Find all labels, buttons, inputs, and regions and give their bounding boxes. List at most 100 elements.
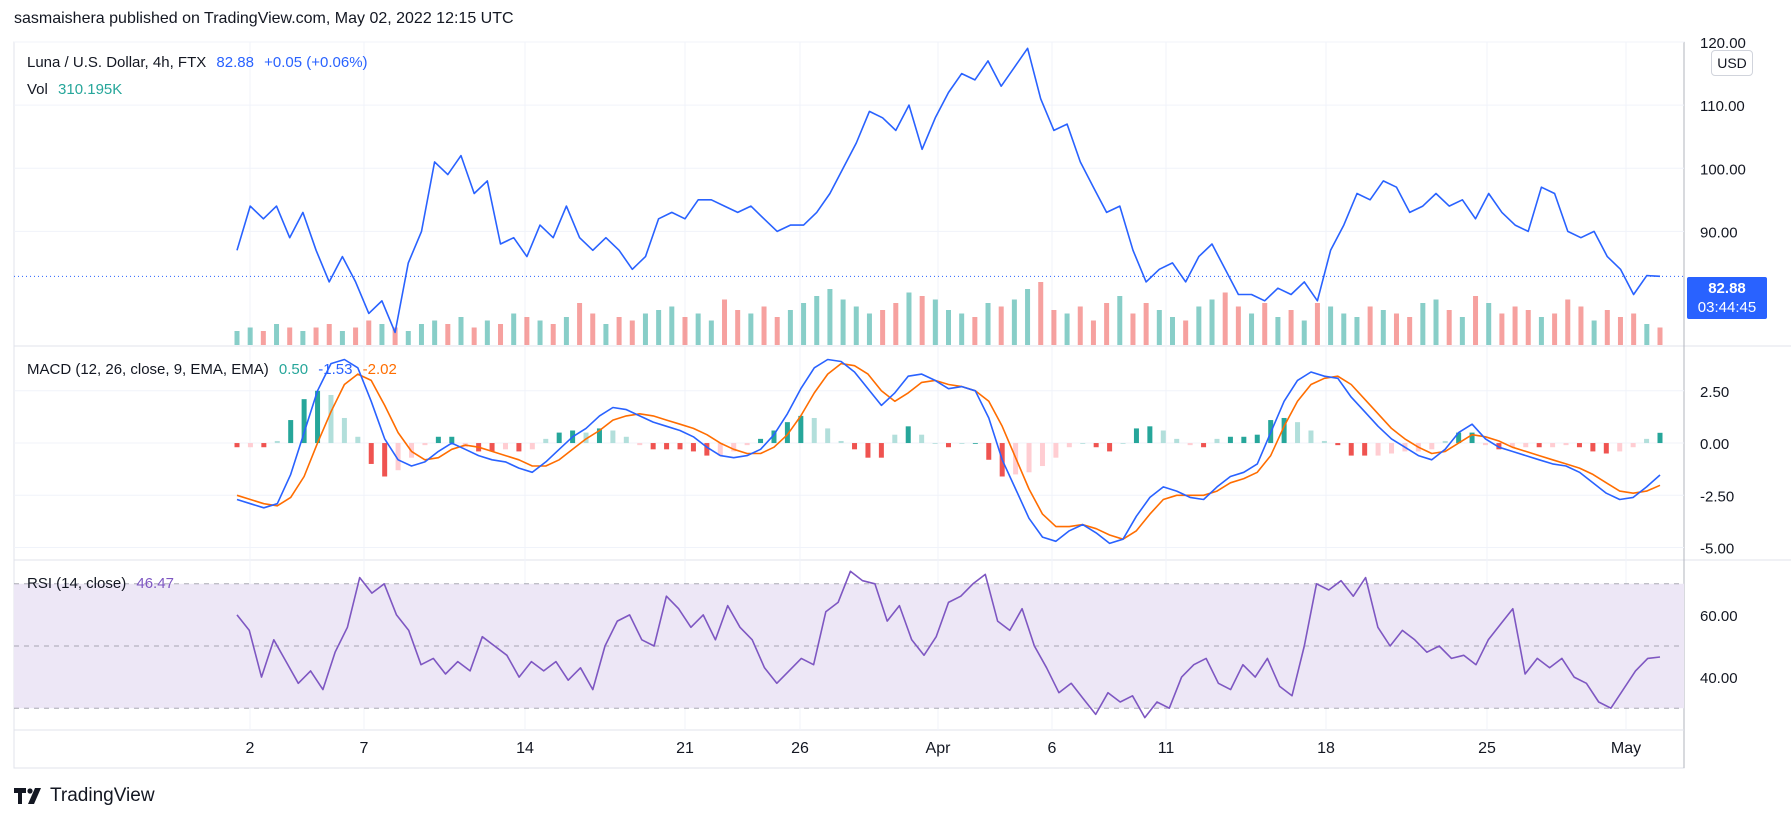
macd-histogram-bar: [1590, 443, 1596, 452]
volume-bar: [366, 320, 372, 345]
macd-histogram-bar: [1630, 443, 1636, 448]
volume-bar: [1025, 289, 1031, 345]
macd-histogram-bar: [395, 443, 401, 471]
price-legend: Luna / U.S. Dollar, 4h, FTX 82.88 +0.05 …: [27, 54, 374, 71]
volume-bar: [1512, 306, 1518, 345]
macd-histogram-bar: [919, 434, 925, 444]
macd-histogram-bar: [1281, 417, 1287, 444]
volume-bar: [1446, 310, 1452, 345]
macd-histogram-bar: [1107, 443, 1113, 452]
volume-bar: [787, 310, 793, 345]
tag-price: 82.88: [1708, 280, 1746, 297]
macd-histogram-bar: [865, 443, 871, 458]
macd-histogram-bar: [274, 440, 280, 444]
volume-bar: [998, 306, 1004, 345]
volume-bar: [893, 303, 899, 345]
volume-bar: [1565, 299, 1571, 345]
volume-bar: [1328, 306, 1334, 345]
macd-tick-label: 2.50: [1700, 384, 1729, 401]
tradingview-brand[interactable]: TradingView: [14, 785, 155, 807]
symbol-title[interactable]: Luna / U.S. Dollar, 4h, FTX: [27, 54, 207, 71]
macd-histogram-bar: [328, 394, 334, 444]
volume-bar: [1104, 303, 1110, 345]
macd-histogram-bar: [610, 430, 616, 444]
volume-bar: [1301, 320, 1307, 345]
volume-bar: [405, 331, 411, 345]
macd-histogram-bar: [1617, 443, 1623, 452]
volume-bar: [603, 324, 609, 345]
volume-bar: [840, 299, 846, 345]
time-tick-label: 21: [676, 740, 694, 757]
macd-histogram-bar: [1442, 440, 1448, 444]
tag-countdown: 03:44:45: [1697, 299, 1757, 316]
volume-bar: [1051, 310, 1057, 345]
volume-bar: [1486, 303, 1492, 345]
macd-signal-line: [236, 362, 1661, 540]
volume-bar: [1249, 313, 1255, 345]
volume-bar: [234, 331, 240, 345]
macd-histogram-bar: [1039, 443, 1045, 467]
brand-name: TradingView: [50, 785, 155, 806]
rsi-legend: RSI (14, close) 46.47: [27, 575, 180, 592]
volume-bar: [1209, 299, 1215, 345]
macd-histogram-bar: [744, 443, 750, 446]
volume-bar: [353, 327, 359, 345]
macd-histogram-bar: [717, 443, 723, 456]
macd-histogram-bar: [1227, 436, 1233, 444]
volume-bar: [1631, 313, 1637, 345]
volume-bar: [616, 317, 622, 345]
volume-bar: [642, 313, 648, 345]
macd-histogram-bar: [731, 443, 737, 452]
macd-signal-value: -2.02: [362, 361, 397, 378]
volume-bar: [814, 296, 820, 345]
volume-bar: [906, 292, 912, 345]
macd-histogram-bar: [637, 443, 643, 446]
macd-histogram-bar: [529, 443, 535, 450]
volume-bar: [656, 310, 662, 345]
macd-histogram-bar: [1321, 440, 1327, 444]
volume-bar: [880, 310, 886, 345]
volume-bar: [1143, 303, 1149, 345]
macd-histogram-bar: [382, 443, 388, 477]
macd-histogram-bar: [677, 443, 683, 450]
volume-bar: [682, 317, 688, 345]
macd-histogram-bar: [247, 443, 253, 448]
volume-bar: [959, 313, 965, 345]
rsi-title[interactable]: RSI (14, close): [27, 575, 127, 592]
macd-histogram-bar: [1053, 443, 1059, 458]
time-tick-label: Apr: [926, 740, 952, 757]
macd-histogram-bar: [596, 428, 602, 444]
macd-histogram-bar: [1509, 443, 1515, 448]
macd-histogram-bar: [1389, 443, 1395, 454]
time-tick-label: 11: [1158, 740, 1175, 757]
currency-badge[interactable]: USD: [1711, 50, 1753, 76]
volume-label[interactable]: Vol: [27, 81, 48, 98]
publisher-line: sasmaishera published on TradingView.com…: [14, 10, 514, 27]
macd-title[interactable]: MACD (12, 26, close, 9, EMA, EMA): [27, 361, 269, 378]
volume-bar: [1196, 306, 1202, 345]
macd-histogram-bar: [972, 443, 978, 444]
volume-bar: [1525, 310, 1531, 345]
macd-histogram-bar: [435, 436, 441, 444]
macd-histogram-bar: [1348, 443, 1354, 456]
macd-histogram-bar: [1093, 443, 1099, 448]
volume-bar: [1393, 313, 1399, 345]
macd-histogram-bar: [1576, 443, 1582, 448]
macd-histogram-bar: [664, 443, 670, 450]
volume-bar: [563, 317, 569, 345]
macd-histogram-bar: [1456, 432, 1462, 444]
macd-histogram-bar: [234, 443, 240, 448]
macd-hist-value: 0.50: [278, 361, 309, 378]
macd-tick-label: -2.50: [1700, 488, 1734, 505]
macd-histogram-bar: [932, 443, 938, 444]
tradingview-logo-icon: [14, 788, 41, 804]
macd-histogram-bar: [1187, 443, 1193, 446]
volume-bar: [1473, 296, 1479, 345]
macd-histogram-bar: [1469, 432, 1475, 444]
price-tick-label: 110.00: [1700, 98, 1745, 115]
macd-histogram-bar: [1254, 434, 1260, 444]
macd-histogram-bar: [1295, 422, 1301, 444]
rsi-tick-label: 40.00: [1700, 670, 1738, 687]
volume-bar: [774, 317, 780, 345]
